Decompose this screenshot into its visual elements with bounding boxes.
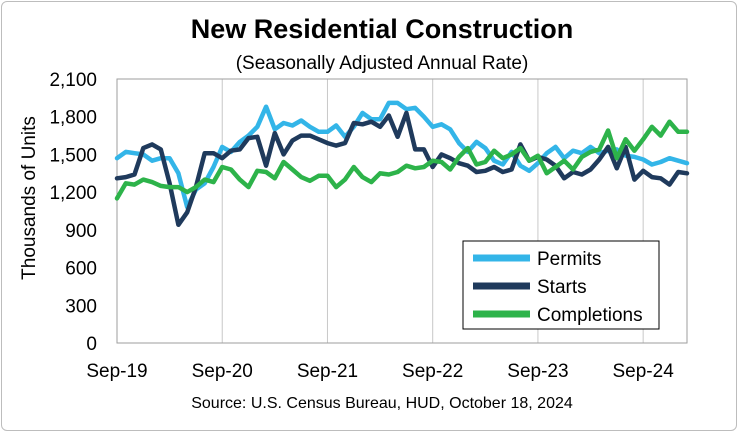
x-tick-label: Sep-24 xyxy=(613,361,675,382)
y-axis-label: Thousands of Units xyxy=(19,116,40,280)
x-tick-labels: Sep-19 Sep-20 Sep-21 Sep-22 Sep-23 Sep-24 xyxy=(86,361,674,382)
y-tick-label: 600 xyxy=(65,259,97,280)
chart-title: New Residential Construction xyxy=(191,14,574,44)
chart-subtitle: (Seasonally Adjusted Annual Rate) xyxy=(236,53,529,74)
series-lines xyxy=(114,100,690,228)
series-line-completions xyxy=(114,119,690,201)
y-tick-label: 1,200 xyxy=(49,183,97,204)
y-tick-labels: 0 300 600 900 1,200 1,500 1,800 2,100 xyxy=(49,70,97,355)
legend-label-permits: Permits xyxy=(537,249,601,270)
y-tick-label: 900 xyxy=(65,221,97,242)
y-tick-label: 1,800 xyxy=(49,108,97,129)
y-tick-label: 0 xyxy=(86,334,97,355)
series-line-starts xyxy=(114,110,690,228)
y-tick-label: 1,500 xyxy=(49,145,97,166)
legend-label-starts: Starts xyxy=(537,277,587,298)
x-tick-label: Sep-22 xyxy=(402,361,463,382)
y-tick-label: 300 xyxy=(65,296,97,317)
x-tick-label: Sep-21 xyxy=(297,361,358,382)
x-tick-label: Sep-23 xyxy=(507,361,568,382)
series-line-permits xyxy=(114,100,690,210)
axes xyxy=(116,78,688,344)
legend-label-completions: Completions xyxy=(537,305,643,326)
plot-area-border xyxy=(116,78,688,344)
x-tick-label: Sep-19 xyxy=(86,361,147,382)
legend: Permits Starts Completions xyxy=(462,240,660,330)
source-note: Source: U.S. Census Bureau, HUD, October… xyxy=(191,395,573,412)
x-tick-label: Sep-20 xyxy=(192,361,253,382)
y-tick-label: 2,100 xyxy=(49,70,97,91)
